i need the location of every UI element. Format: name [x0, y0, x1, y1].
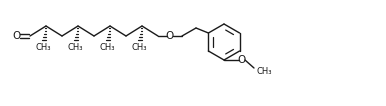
Text: CH₃: CH₃ — [99, 43, 115, 52]
Text: O: O — [13, 31, 21, 41]
Text: O: O — [166, 31, 174, 41]
Text: CH₃: CH₃ — [131, 43, 147, 52]
Text: CH₃: CH₃ — [35, 43, 51, 52]
Text: CH₃: CH₃ — [67, 43, 83, 52]
Text: CH₃: CH₃ — [256, 68, 272, 77]
Text: O: O — [238, 55, 246, 65]
